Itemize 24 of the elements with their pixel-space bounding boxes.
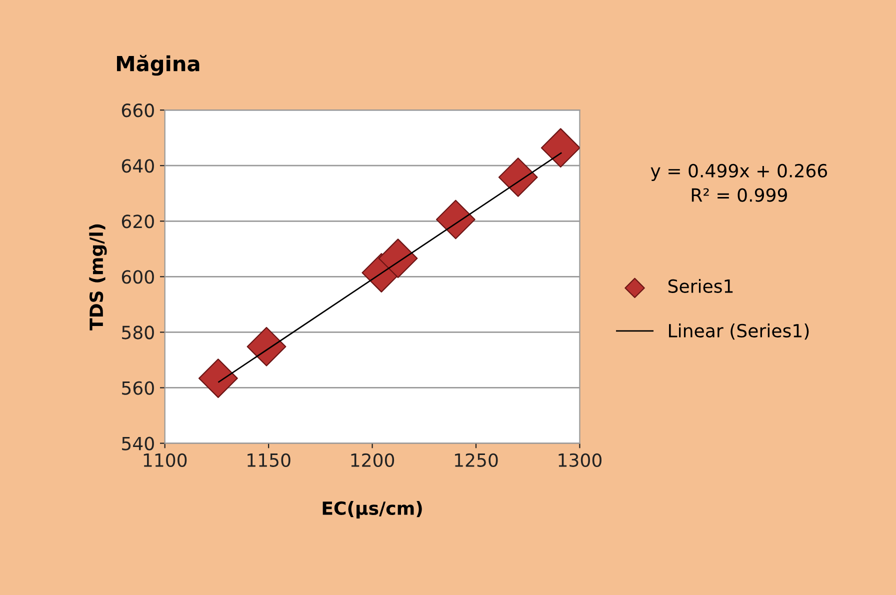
y-tick-label: 600 (122, 270, 154, 284)
legend-label: Series1 (668, 278, 733, 293)
point (540, 128, 580, 168)
point (378, 238, 418, 278)
y-axis-title: TDS (mg/l) (89, 224, 107, 330)
chart-title: Măgina (116, 54, 200, 76)
x-tick-label: 1100 (144, 453, 187, 467)
x-tick-label: 1150 (248, 453, 290, 467)
point (198, 358, 238, 398)
y-tick-label: 640 (122, 159, 154, 173)
y-tick-label: 580 (122, 326, 154, 340)
y-tick-label: 560 (122, 381, 154, 395)
x-tick-label: 1200 (351, 453, 394, 467)
x-axis-title: EC(µs/cm) (322, 501, 422, 518)
y-tick-label: 540 (122, 436, 154, 450)
y-tick-label: 660 (122, 104, 154, 118)
x-tick-label: 1300 (558, 453, 602, 467)
point (436, 200, 476, 240)
x-tick-label: 1250 (455, 453, 498, 467)
text: y = 0.499x + 0.266 R² = 0.999 (650, 164, 828, 202)
point (246, 326, 286, 366)
point (498, 158, 538, 197)
y-tick-label: 620 (122, 214, 154, 228)
legend-label: Linear (Series1) (669, 324, 809, 340)
